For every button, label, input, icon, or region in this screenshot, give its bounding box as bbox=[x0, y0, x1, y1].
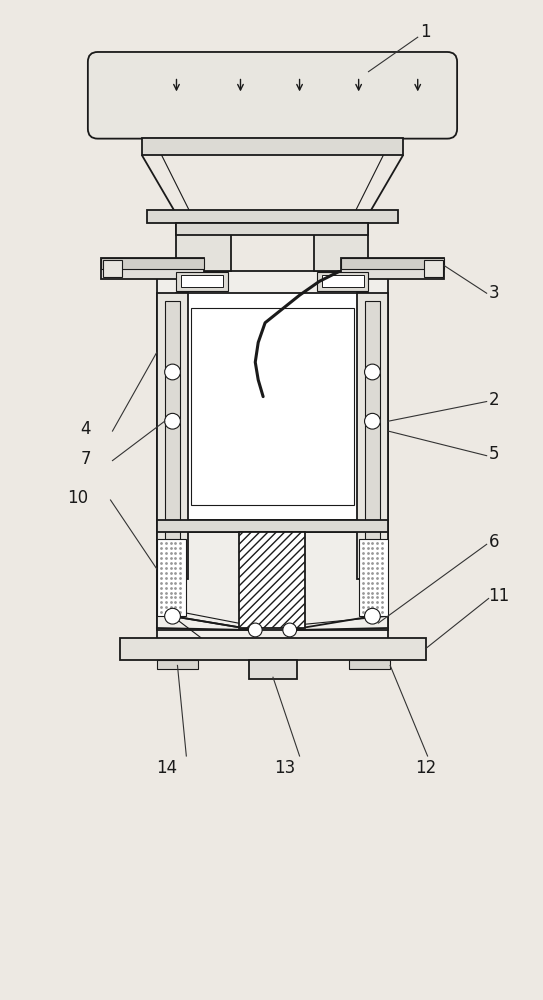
Text: 14: 14 bbox=[156, 759, 177, 777]
Circle shape bbox=[283, 623, 296, 637]
Circle shape bbox=[364, 364, 380, 380]
Bar bbox=[191, 308, 353, 505]
Bar bbox=[176, 293, 369, 520]
Circle shape bbox=[165, 413, 180, 429]
Bar bbox=[147, 210, 398, 223]
Bar bbox=[176, 223, 369, 235]
Bar bbox=[322, 275, 364, 287]
Bar bbox=[100, 258, 204, 269]
Bar bbox=[176, 272, 228, 291]
Bar bbox=[317, 272, 369, 291]
Bar bbox=[157, 660, 198, 669]
Text: 10: 10 bbox=[67, 489, 88, 507]
Bar bbox=[357, 293, 388, 579]
Bar bbox=[341, 258, 444, 269]
Bar bbox=[142, 138, 403, 155]
Circle shape bbox=[165, 608, 180, 624]
Bar bbox=[157, 532, 388, 630]
FancyBboxPatch shape bbox=[88, 52, 457, 139]
Text: 3: 3 bbox=[489, 284, 499, 302]
Bar bbox=[249, 660, 296, 679]
Bar bbox=[165, 301, 180, 571]
Bar bbox=[349, 660, 390, 669]
Bar bbox=[103, 260, 122, 277]
Text: 5: 5 bbox=[489, 445, 499, 463]
Circle shape bbox=[165, 364, 180, 380]
Text: 6: 6 bbox=[489, 533, 499, 551]
Bar bbox=[181, 275, 223, 287]
Bar bbox=[157, 539, 186, 616]
Circle shape bbox=[364, 608, 380, 624]
Text: 1: 1 bbox=[420, 23, 430, 41]
Text: 4: 4 bbox=[80, 420, 91, 438]
Text: 7: 7 bbox=[80, 450, 91, 468]
Bar bbox=[157, 520, 388, 532]
Text: 13: 13 bbox=[274, 759, 295, 777]
Bar bbox=[238, 532, 306, 628]
Circle shape bbox=[364, 413, 380, 429]
Bar bbox=[121, 638, 426, 660]
Text: 2: 2 bbox=[489, 391, 499, 409]
Bar bbox=[100, 258, 204, 279]
Circle shape bbox=[248, 623, 262, 637]
Bar bbox=[358, 539, 388, 616]
Bar bbox=[176, 223, 231, 271]
Text: 11: 11 bbox=[489, 587, 510, 605]
Bar bbox=[364, 301, 380, 571]
Bar bbox=[341, 258, 444, 279]
Bar bbox=[157, 271, 388, 645]
Text: 12: 12 bbox=[415, 759, 436, 777]
Bar bbox=[424, 260, 443, 277]
Bar bbox=[314, 223, 369, 271]
Bar bbox=[157, 293, 188, 579]
